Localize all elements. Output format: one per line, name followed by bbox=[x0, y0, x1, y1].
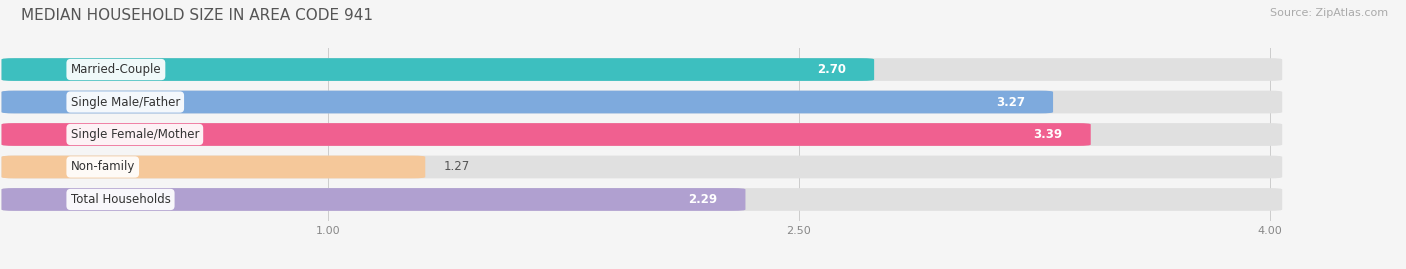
FancyBboxPatch shape bbox=[1, 91, 1053, 114]
Text: 3.39: 3.39 bbox=[1033, 128, 1063, 141]
Text: Single Female/Mother: Single Female/Mother bbox=[70, 128, 200, 141]
Text: MEDIAN HOUSEHOLD SIZE IN AREA CODE 941: MEDIAN HOUSEHOLD SIZE IN AREA CODE 941 bbox=[21, 8, 373, 23]
Text: 1.27: 1.27 bbox=[444, 161, 471, 174]
Text: Source: ZipAtlas.com: Source: ZipAtlas.com bbox=[1270, 8, 1388, 18]
Text: Married-Couple: Married-Couple bbox=[70, 63, 162, 76]
FancyBboxPatch shape bbox=[1, 188, 1282, 211]
FancyBboxPatch shape bbox=[1, 155, 425, 178]
FancyBboxPatch shape bbox=[1, 188, 745, 211]
Text: Single Male/Father: Single Male/Father bbox=[70, 95, 180, 108]
Text: 2.70: 2.70 bbox=[817, 63, 846, 76]
Text: 2.29: 2.29 bbox=[688, 193, 717, 206]
FancyBboxPatch shape bbox=[1, 58, 1282, 81]
Text: Non-family: Non-family bbox=[70, 161, 135, 174]
FancyBboxPatch shape bbox=[1, 91, 1282, 114]
Text: 3.27: 3.27 bbox=[995, 95, 1025, 108]
Text: Total Households: Total Households bbox=[70, 193, 170, 206]
FancyBboxPatch shape bbox=[1, 123, 1091, 146]
FancyBboxPatch shape bbox=[1, 155, 1282, 178]
FancyBboxPatch shape bbox=[1, 123, 1282, 146]
FancyBboxPatch shape bbox=[1, 58, 875, 81]
